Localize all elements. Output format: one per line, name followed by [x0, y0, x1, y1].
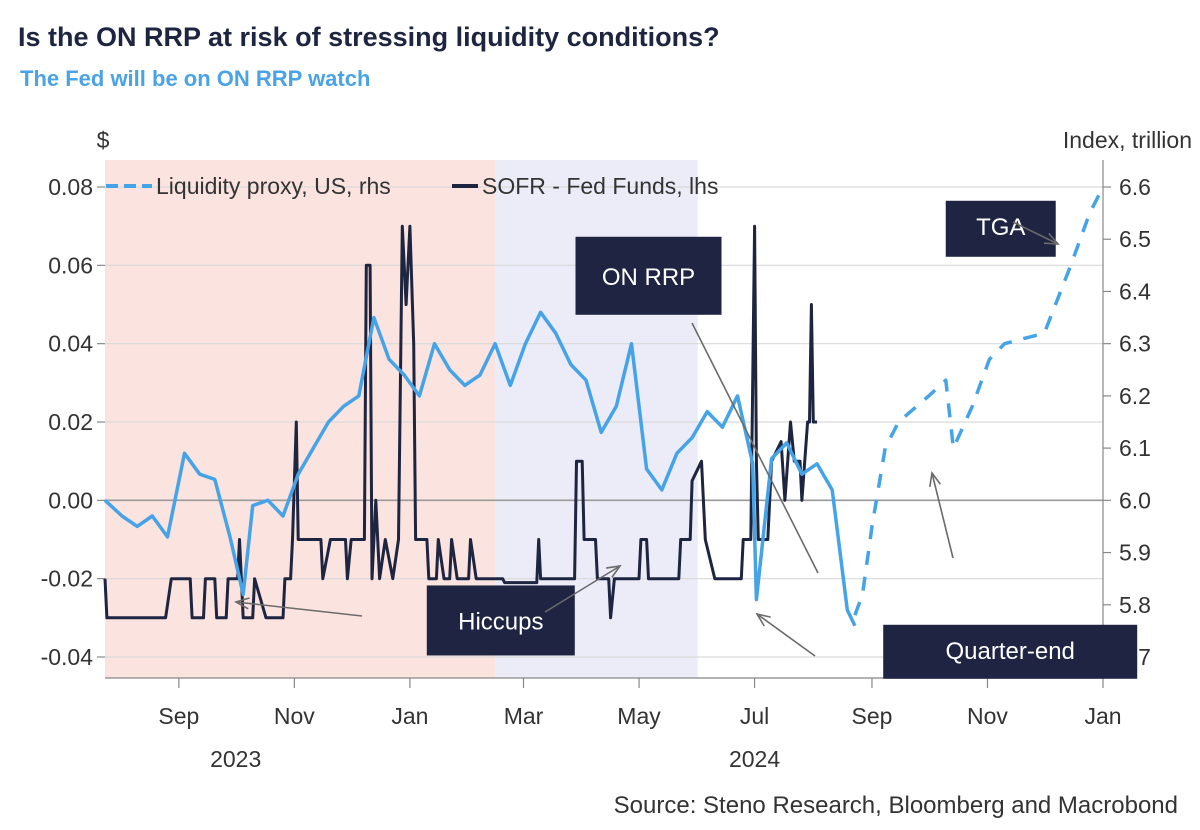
- annotation-box-1: [575, 236, 722, 315]
- annotation-label-2: Hiccups: [458, 608, 543, 635]
- x-axis-ticks: Sep Nov Jan Mar May Jul Sep Nov Jan 2023 2024: [105, 677, 1122, 772]
- annotation-label-0: TGA: [976, 214, 1025, 241]
- arrow-hiccups-left-head: [233, 597, 250, 610]
- arrow-tga: [1012, 221, 1059, 245]
- left-tick-label-0: 0.08: [48, 174, 93, 200]
- x-tick-label-6: Sep: [851, 703, 892, 729]
- x-tick-label-2: Jan: [391, 703, 428, 729]
- arrow-hiccups-right: [544, 565, 621, 613]
- right-tick-label-8: 5.8: [1119, 592, 1151, 618]
- right-axis-unit: Index, trillion: [1063, 127, 1192, 153]
- right-axis-ticks: 6.66.56.46.36.26.16.05.95.85.7Index, tri…: [1063, 127, 1192, 678]
- annotation-box-2: [426, 585, 575, 656]
- x-tick-label-8: Jan: [1084, 703, 1121, 729]
- legend: Liquidity proxy, US, rhs SOFR - Fed Funds…: [106, 173, 718, 199]
- chart-title: Is the ON RRP at risk of stressing liqui…: [18, 22, 720, 52]
- chart-subtitle: The Fed will be on ON RRP watch: [20, 66, 371, 91]
- legend-label-liquidity: Liquidity proxy, US, rhs: [156, 173, 391, 199]
- annotation-box-3: [883, 624, 1138, 679]
- annotation-label-1: ON RRP: [602, 264, 695, 291]
- left-tick-label-6: -0.04: [41, 644, 94, 670]
- legend-label-sofr: SOFR - Fed Funds, lhs: [482, 173, 718, 199]
- right-tick-label-4: 6.2: [1119, 383, 1151, 409]
- line-onrrp: [691, 322, 819, 574]
- x-tick-label-0: Sep: [158, 703, 199, 729]
- x-tick-label-5: Jul: [740, 703, 769, 729]
- left-tick-label-1: 0.06: [48, 252, 93, 278]
- x-tick-label-1: Nov: [274, 703, 315, 729]
- arrow-quarterend-head: [755, 612, 771, 627]
- right-tick-label-3: 6.3: [1119, 331, 1151, 357]
- annotation-box-0: [945, 200, 1056, 257]
- x-tick-label-3: Mar: [504, 703, 544, 729]
- right-tick-label-5: 6.1: [1119, 435, 1151, 461]
- x-tick-label-7: Nov: [967, 703, 1008, 729]
- left-tick-label-5: -0.02: [41, 566, 93, 592]
- left-tick-label-3: 0.02: [48, 409, 93, 435]
- x-year-label-1: 2024: [729, 746, 780, 772]
- arrow-tga-head: [1043, 232, 1060, 245]
- right-tick-label-1: 6.5: [1119, 226, 1151, 252]
- left-axis-ticks: 0.08 0.06 0.04 0.02 0.00 -0.02 -0.04 $: [41, 127, 110, 670]
- right-tick-label-7: 5.9: [1119, 540, 1151, 566]
- x-tick-label-4: May: [617, 703, 661, 729]
- left-axis-unit: $: [97, 127, 110, 153]
- arrow-projection-head: [929, 471, 942, 487]
- right-tick-label-6: 6.0: [1119, 487, 1151, 513]
- series-line-1: [853, 186, 1105, 616]
- arrow-projection: [931, 472, 954, 559]
- arrow-quarterend: [756, 613, 816, 657]
- annotation-label-3: Quarter-end: [946, 638, 1075, 665]
- left-tick-label-4: 0.00: [48, 487, 93, 513]
- arrow-hiccups-left: [235, 601, 363, 617]
- annotations: TGA ON RRP Hiccups Quarter-end: [233, 200, 1138, 679]
- series-line-2: [103, 224, 817, 620]
- right-tick-label-0: 6.6: [1119, 174, 1151, 200]
- arrow-hiccups-right-head: [606, 564, 622, 578]
- source-note: Source: Steno Research, Bloomberg and Ma…: [613, 792, 1178, 819]
- right-tick-label-2: 6.4: [1119, 278, 1151, 304]
- x-year-label-0: 2023: [210, 746, 261, 772]
- left-tick-label-2: 0.04: [48, 331, 93, 357]
